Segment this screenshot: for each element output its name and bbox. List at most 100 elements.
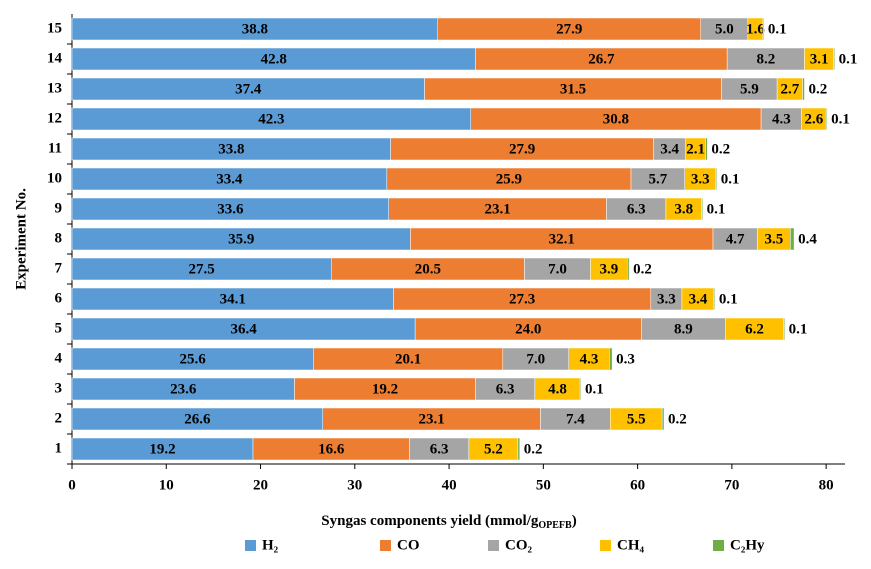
x-tick-label: 40 [442, 477, 457, 493]
bar-segment [783, 317, 785, 341]
value-label: 5.2 [484, 441, 503, 457]
value-label: 4.7 [726, 231, 745, 247]
value-label: 42.3 [258, 111, 284, 127]
value-label: 26.6 [184, 411, 211, 427]
legend-swatch [245, 540, 256, 551]
y-tick-label: 9 [55, 200, 63, 216]
value-label: 8.2 [756, 51, 775, 67]
y-tick-label: 13 [47, 80, 62, 96]
value-label: 0.1 [768, 21, 787, 37]
value-label: 0.2 [808, 81, 827, 97]
value-label: 37.4 [235, 81, 262, 97]
legend-swatch [488, 540, 499, 551]
y-tick-label: 8 [55, 230, 63, 246]
legend-label: CH₄ [617, 537, 645, 553]
value-label: 0.1 [585, 381, 604, 397]
value-label: 16.6 [318, 441, 345, 457]
value-label: 1.6 [746, 21, 765, 37]
value-label: 0.2 [524, 441, 543, 457]
value-label: 33.4 [216, 171, 243, 187]
value-label: 19.2 [149, 441, 175, 457]
value-label: 3.9 [599, 261, 618, 277]
legend-label: C₂Hy [730, 537, 765, 553]
legend-label: CO₂ [505, 537, 533, 553]
y-axis-title: Experiment No. [13, 188, 29, 290]
value-label: 31.5 [560, 81, 586, 97]
value-label: 5.0 [715, 21, 734, 37]
value-label: 4.3 [580, 351, 599, 367]
value-label: 26.7 [588, 51, 615, 67]
value-label: 6.3 [627, 201, 646, 217]
x-axis-title: Syngas components yield (mmol/gOPEFB) [321, 513, 576, 531]
bar-segment [705, 137, 708, 161]
x-tick-label: 60 [630, 477, 645, 493]
value-label: 23.1 [484, 201, 510, 217]
value-label: 27.9 [509, 141, 535, 157]
legend-label: H₂ [262, 537, 279, 553]
x-tick-label: 20 [253, 477, 268, 493]
y-tick-label: 12 [47, 110, 62, 126]
x-tick-label: 50 [536, 477, 551, 493]
value-label: 5.7 [649, 171, 668, 187]
bar-segment [579, 377, 582, 401]
bar-segment [701, 197, 703, 221]
x-axis-title-end: ) [572, 513, 577, 529]
value-label: 27.9 [556, 21, 582, 37]
value-label: 5.5 [627, 411, 646, 427]
x-tick-label: 10 [159, 477, 174, 493]
value-label: 25.6 [180, 351, 207, 367]
bar-segment [661, 407, 665, 431]
bar-segment [762, 17, 765, 41]
value-label: 4.3 [772, 111, 791, 127]
bar-segment [802, 77, 805, 101]
value-label: 6.3 [496, 381, 515, 397]
value-label: 33.6 [217, 201, 244, 217]
value-label: 0.2 [711, 141, 730, 157]
x-tick-label: 70 [724, 477, 739, 493]
legend-label: CO [397, 537, 420, 553]
value-label: 0.1 [789, 321, 808, 337]
value-label: 20.5 [415, 261, 441, 277]
value-label: 19.2 [372, 381, 398, 397]
value-label: 0.1 [721, 171, 740, 187]
value-label: 0.1 [831, 111, 850, 127]
x-tick-label: 80 [819, 477, 834, 493]
bar-segment [713, 287, 716, 311]
value-label: 2.6 [805, 111, 824, 127]
value-label: 24.0 [515, 321, 541, 337]
value-label: 27.5 [188, 261, 214, 277]
bar-segment [715, 167, 718, 191]
value-label: 3.3 [691, 171, 710, 187]
y-tick-label: 7 [55, 260, 63, 276]
value-label: 6.2 [745, 321, 764, 337]
value-label: 2.7 [780, 81, 799, 97]
value-label: 36.4 [230, 321, 257, 337]
value-label: 23.1 [419, 411, 445, 427]
x-axis-title-main: Syngas components yield (mmol/g [321, 513, 539, 529]
value-label: 38.8 [242, 21, 268, 37]
bar-segment [626, 257, 630, 281]
value-label: 35.9 [228, 231, 254, 247]
value-label: 7.0 [548, 261, 567, 277]
legend-swatch [600, 540, 611, 551]
value-label: 3.4 [660, 141, 679, 157]
value-label: 33.8 [218, 141, 244, 157]
value-label: 4.8 [548, 381, 567, 397]
value-label: 0.4 [798, 231, 817, 247]
value-label: 0.1 [839, 51, 858, 67]
value-label: 7.4 [566, 411, 585, 427]
y-tick-label: 5 [55, 320, 63, 336]
value-label: 27.3 [509, 291, 535, 307]
bar-segment [825, 107, 828, 131]
y-tick-label: 3 [55, 380, 63, 396]
value-label: 0.1 [707, 201, 726, 217]
value-label: 23.6 [170, 381, 197, 397]
value-label: 3.3 [657, 291, 676, 307]
x-axis-title-sub: OPEFB [538, 520, 572, 531]
y-tick-label: 10 [47, 170, 62, 186]
y-tick-label: 15 [47, 20, 62, 36]
value-label: 2.1 [686, 141, 705, 157]
x-tick-label: 0 [68, 477, 76, 493]
value-label: 3.8 [674, 201, 693, 217]
value-label: 3.4 [689, 291, 708, 307]
